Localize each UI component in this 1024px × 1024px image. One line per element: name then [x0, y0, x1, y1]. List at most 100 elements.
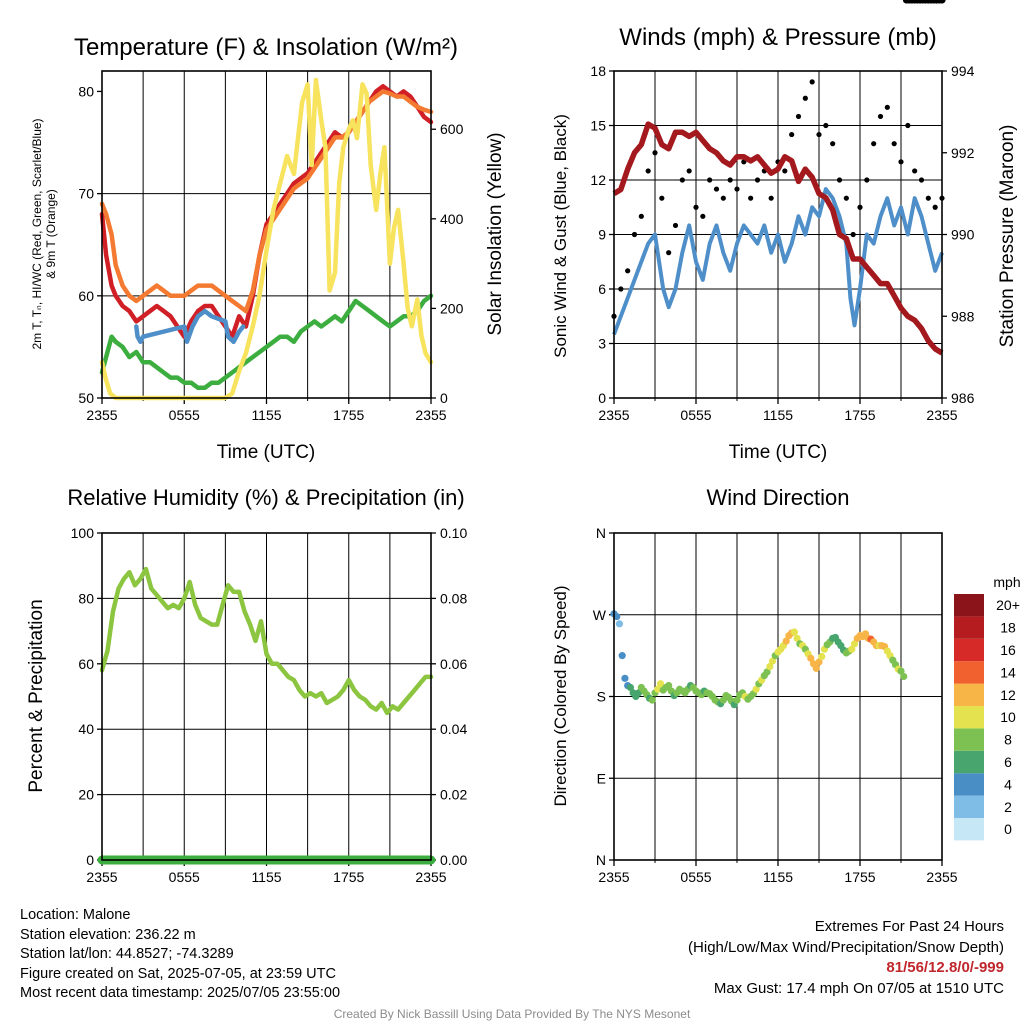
direction-point — [656, 680, 665, 688]
gust-point — [679, 177, 685, 183]
colorbar-swatch — [954, 706, 984, 729]
direction-point — [782, 637, 790, 645]
direction-point — [793, 634, 801, 642]
y2-tick-label: 988 — [951, 308, 975, 324]
y2-tick-label: 0.00 — [440, 852, 467, 868]
gust-point — [912, 168, 918, 174]
gust-point — [625, 268, 631, 274]
y-tick-label: 60 — [78, 288, 94, 304]
colorbar-swatch — [954, 594, 984, 617]
gust-point — [891, 141, 897, 147]
recent-timestamp: Most recent data timestamp: 2025/07/05 2… — [20, 985, 341, 1002]
gust-point — [748, 195, 754, 201]
winds-plot-area: 0 3 6 9 12 15 18 986 988 990 992 994 2355 0555 1155 175… — [590, 63, 974, 423]
gust-point — [918, 177, 925, 183]
gust-point — [645, 168, 651, 174]
y2-tick-label: 994 — [951, 63, 975, 79]
y-tick-label: S — [597, 689, 606, 705]
gust-point — [672, 222, 679, 229]
gust-point — [864, 177, 870, 183]
y2-tick-label: 0.10 — [440, 525, 467, 541]
temperature-ylabel-line2: & 9m T (Orange) — [44, 189, 58, 279]
temperature-xlabel: Time (UTC) — [217, 442, 316, 463]
direction-point — [815, 658, 823, 666]
x-tick-label: 2355 — [86, 407, 117, 423]
y2-tick-label: 990 — [951, 227, 975, 243]
direction-point — [790, 628, 799, 636]
gust-point — [836, 177, 843, 183]
gust-point — [898, 159, 904, 165]
colorbar-swatch — [954, 773, 984, 796]
extremes-subtitle: (High/Low/Max Wind/Precipitation/Snow De… — [688, 938, 1004, 956]
gust-point — [802, 95, 808, 101]
gust-point — [713, 186, 720, 192]
winds-panel: Winds (mph) & Pressure (mb) Time (UTC) S… — [551, 24, 1018, 463]
extremes-values: 81/56/12.8/0/-999 — [886, 959, 1004, 976]
y-tick-label: 0 — [86, 852, 94, 868]
gust-point — [823, 122, 829, 129]
x-tick-label: 1755 — [844, 407, 875, 423]
series-line-3 — [99, 293, 434, 391]
gust-point — [857, 204, 863, 210]
colorbar-swatch — [954, 750, 984, 774]
colorbar-label: 16 — [1000, 642, 1016, 658]
x-tick-label: 0555 — [169, 407, 200, 423]
y2-tick-label: 0.02 — [440, 787, 467, 803]
direction-point — [615, 620, 624, 628]
winds-title: Winds (mph) & Pressure (mb) — [619, 24, 936, 51]
gust-point — [884, 104, 890, 110]
y-tick-label: 80 — [78, 83, 94, 99]
gust-point — [631, 231, 638, 238]
wind-direction-panel: Wind Direction Direction (Colored By Spe… — [551, 0, 1021, 885]
gust-point — [659, 195, 665, 201]
temperature-plot-area: 50 60 70 80 0 200 400 600 2355 0555 1155 1755 2355 — [78, 70, 464, 423]
gust-point — [795, 113, 802, 120]
colorbar-swatch — [954, 683, 984, 706]
colorbar-label: 18 — [1000, 620, 1016, 636]
x-tick-label: 2355 — [926, 869, 957, 885]
station-location: Location: Malone — [20, 907, 131, 923]
x-tick-label: 2355 — [415, 869, 446, 885]
gust-point — [816, 131, 822, 138]
pressure-line — [612, 121, 944, 356]
humidity-plot-area: 0 20 40 60 80 100 0.00 0.02 0.04 0.06 0.08 0.10 2355… — [71, 525, 468, 885]
x-tick-label: 1755 — [333, 869, 364, 885]
humidity-title: Relative Humidity (%) & Precipitation (i… — [67, 485, 464, 510]
y-tick-label: 3 — [598, 336, 606, 352]
figure-created: Figure created on Sat, 2025-07-05, at 23… — [20, 965, 336, 982]
colorbar-label: 6 — [1004, 754, 1012, 770]
series-line-2 — [134, 308, 246, 345]
x-tick-label: 1755 — [844, 869, 875, 885]
sonic-wind-line — [612, 187, 944, 336]
x-tick-label: 0555 — [680, 869, 711, 885]
x-tick-label: 0555 — [680, 407, 711, 423]
colorbar-label: 20+ — [996, 597, 1020, 613]
y-tick-label: N — [596, 852, 606, 868]
speed-colorbar: mph 0 2 4 6 8 10 12 14 16 18 20+ — [954, 574, 1021, 841]
plot-frame — [613, 70, 943, 399]
y-tick-label: N — [596, 525, 606, 541]
station-latlon: Station lat/lon: 44.8527; -74.3289 — [20, 946, 234, 963]
y-tick-label: 40 — [78, 721, 94, 737]
x-tick-label: 1755 — [333, 407, 364, 423]
gust-point — [727, 177, 733, 183]
direction-point — [900, 672, 908, 681]
temperature-ylabel-line1: 2m T, Tₙ, HI/WC (Red, Green, Scarlet/Blu… — [30, 118, 44, 349]
y-tick-label: 50 — [78, 390, 94, 406]
colorbar-swatch — [954, 661, 984, 684]
y-tick-label: 60 — [78, 656, 94, 672]
humidity-ylabel: Percent & Precipitation — [26, 599, 47, 792]
gust-point — [734, 186, 740, 192]
y-tick-label: 15 — [590, 118, 606, 134]
colorbar-title: mph — [993, 574, 1020, 590]
gust-point — [830, 141, 836, 147]
plot-frame — [613, 532, 943, 861]
x-tick-label: 2355 — [415, 407, 446, 423]
y-tick-label: E — [597, 770, 606, 786]
gust-point — [877, 113, 884, 120]
y2-tick-label: 200 — [440, 300, 464, 316]
colorbar-label: 8 — [1004, 732, 1012, 748]
direction-point — [766, 662, 774, 671]
gust-point — [652, 150, 658, 156]
